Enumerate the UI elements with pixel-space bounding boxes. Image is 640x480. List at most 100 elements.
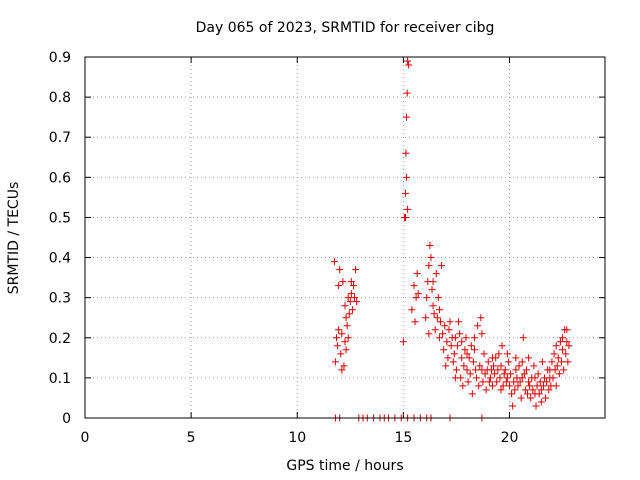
data-point: [405, 61, 413, 69]
data-point: [425, 330, 433, 338]
data-point: [520, 370, 528, 378]
data-point: [413, 270, 421, 278]
data-point: [466, 370, 474, 378]
data-point: [562, 350, 570, 358]
data-point: [552, 342, 560, 350]
chart-title: Day 065 of 2023, SRMTID for receiver cib…: [196, 20, 495, 36]
data-point: [333, 334, 341, 342]
data-point: [337, 350, 345, 358]
data-point: [330, 258, 338, 266]
y-tick-label: 0: [62, 411, 71, 427]
data-point: [464, 378, 472, 386]
data-point: [439, 330, 447, 338]
data-point: [526, 382, 534, 390]
data-point: [565, 342, 573, 350]
x-tick-label: 5: [187, 430, 196, 446]
data-point: [348, 306, 356, 314]
data-point: [490, 362, 498, 370]
data-point: [460, 362, 468, 370]
data-point: [455, 318, 463, 326]
data-point: [559, 334, 567, 342]
data-point: [467, 342, 475, 350]
data-point: [435, 334, 443, 342]
data-point: [457, 374, 465, 382]
data-point: [461, 346, 469, 354]
data-point: [511, 386, 519, 394]
data-point: [498, 342, 506, 350]
data-point: [345, 310, 353, 318]
data-point: [450, 350, 458, 358]
data-point: [441, 322, 449, 330]
data-point: [470, 334, 478, 342]
data-point: [412, 294, 420, 302]
data-point: [493, 378, 501, 386]
data-point: [530, 362, 538, 370]
data-point: [341, 302, 349, 310]
data-point: [442, 362, 450, 370]
data-point: [410, 282, 418, 290]
data-point: [447, 342, 455, 350]
data-point: [430, 310, 438, 318]
data-point: [545, 386, 553, 394]
data-point: [437, 318, 445, 326]
data-point: [560, 366, 568, 374]
data-point: [503, 374, 511, 382]
data-point: [489, 382, 497, 390]
data-point: [342, 314, 350, 322]
x-tick-labels: 0 5 10 15 20: [81, 430, 519, 446]
data-point: [445, 326, 453, 334]
data-point: [525, 378, 533, 386]
y-tick-label: 0.2: [49, 331, 71, 347]
data-point: [465, 354, 473, 362]
data-point: [495, 350, 503, 358]
data-point: [508, 390, 516, 398]
data-point: [522, 366, 530, 374]
data-point: [518, 374, 526, 382]
data-point: [453, 342, 461, 350]
data-point: [504, 358, 512, 366]
data-point: [458, 354, 466, 362]
data-point: [550, 350, 558, 358]
data-point: [478, 330, 486, 338]
data-point: [463, 366, 471, 374]
data-point: [351, 294, 359, 302]
y-tick-labels: 0 0.1 0.2 0.3 0.4 0.5 0.6 0.7 0.8 0.9: [49, 50, 71, 427]
data-point: [344, 334, 352, 342]
data-point: [438, 262, 446, 270]
data-point: [422, 314, 430, 322]
data-point: [403, 89, 411, 97]
data-point: [537, 386, 545, 394]
data-point: [399, 338, 407, 346]
data-point: [534, 370, 542, 378]
data-point: [403, 113, 411, 121]
data-point: [485, 378, 493, 386]
data-point: [539, 382, 547, 390]
data-point: [338, 366, 346, 374]
data-point: [353, 298, 361, 306]
data-point: [446, 318, 454, 326]
data-point: [408, 306, 416, 314]
data-point: [555, 370, 563, 378]
data-point: [517, 394, 525, 402]
data-point: [462, 334, 470, 342]
data-point: [563, 326, 571, 334]
data-point: [501, 366, 509, 374]
data-point: [347, 290, 355, 298]
y-tick-label: 0.3: [49, 291, 71, 307]
x-tick-label: 10: [288, 430, 306, 446]
data-point: [335, 282, 343, 290]
data-point: [510, 378, 518, 386]
data-point: [509, 402, 517, 410]
data-point: [496, 374, 504, 382]
data-point: [543, 378, 551, 386]
data-point: [338, 330, 346, 338]
y-tick-label: 0.1: [49, 371, 71, 387]
data-point: [336, 266, 344, 274]
data-point: [343, 322, 351, 330]
data-point: [489, 354, 497, 362]
data-point: [515, 362, 523, 370]
data-point: [443, 338, 451, 346]
data-point: [497, 386, 505, 394]
data-point: [505, 382, 513, 390]
data-point: [341, 338, 349, 346]
